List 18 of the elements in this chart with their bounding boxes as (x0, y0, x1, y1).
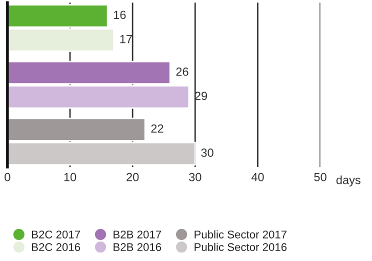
legend-label: B2C 2016 (32, 243, 80, 252)
legend-label: B2C 2017 (32, 230, 80, 238)
x-tick-label: 50 (314, 172, 326, 182)
x-tick-label: 20 (126, 172, 139, 182)
data-label: 17 (120, 35, 132, 44)
data-label: 26 (176, 68, 188, 76)
x-axis-title: days (336, 176, 360, 187)
legend-label: B2B 2017 (114, 230, 161, 238)
legend-label: Public Sector 2016 (194, 242, 287, 252)
x-tick-label: 10 (64, 172, 76, 182)
data-label: 16 (114, 10, 126, 20)
x-tick-label: 0 (4, 172, 10, 182)
data-label: 22 (151, 124, 164, 133)
data-label: 30 (201, 148, 214, 157)
legend-label: B2B 2016 (114, 243, 162, 252)
legend-label: Public Sector 2017 (194, 230, 286, 238)
x-tick-label: 30 (189, 172, 202, 182)
x-tick-label: 40 (251, 172, 264, 182)
